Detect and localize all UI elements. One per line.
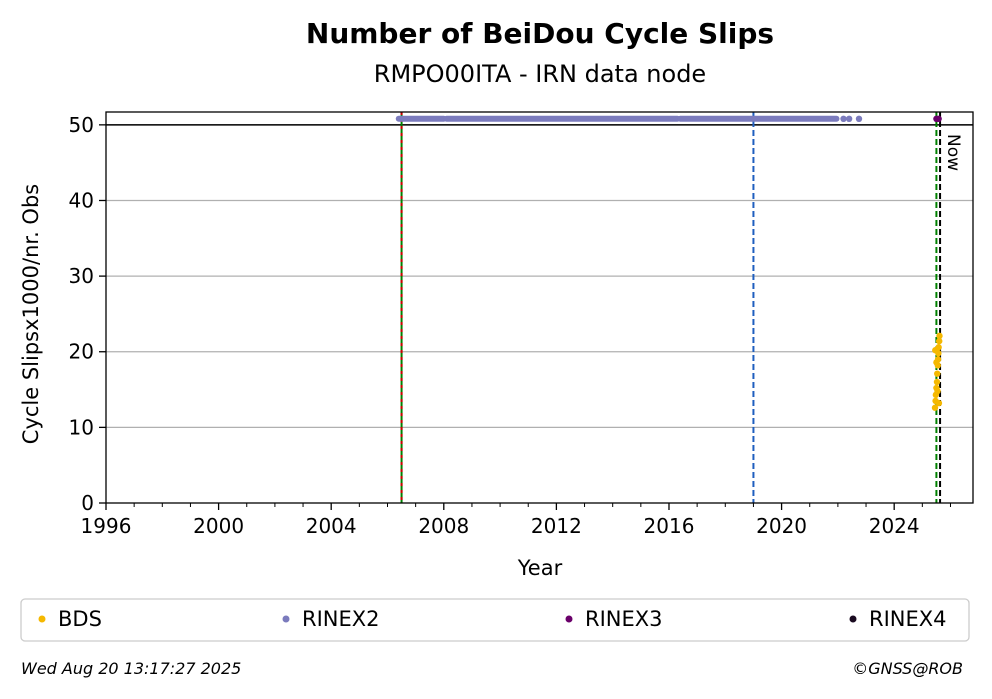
point-bds: [932, 347, 939, 354]
credit: ©GNSS@ROB: [852, 659, 963, 678]
x-tick-label: 2024: [869, 514, 920, 538]
x-tick-label: 2012: [531, 514, 582, 538]
chart-title: Number of BeiDou Cycle Slips: [306, 17, 774, 50]
legend-label-rinex4: RINEX4: [869, 607, 947, 631]
y-axis-label: Cycle Slipsx1000/nr. Obs: [19, 184, 43, 444]
point-bds: [933, 378, 941, 386]
y-tick-label: 10: [69, 415, 94, 439]
y-tick-label: 0: [81, 491, 94, 515]
x-tick-label: 1996: [81, 514, 132, 538]
legend-label-rinex2: RINEX2: [302, 607, 380, 631]
legend-label-bds: BDS: [58, 607, 102, 631]
legend: BDS RINEX2 RINEX3 RINEX4: [38, 607, 947, 631]
legend-box: [20, 598, 970, 642]
plot-frame: [105, 111, 974, 504]
grid-layer: [106, 124, 973, 429]
point-bds: [934, 370, 941, 377]
point-rinex2: [845, 115, 853, 123]
y-tick-label: 40: [69, 188, 94, 212]
point-bds: [931, 404, 939, 411]
now-label: Now: [943, 134, 963, 171]
y-tick-label: 50: [69, 113, 94, 137]
x-tick-label: 2000: [193, 514, 244, 538]
x-tick-label: 2008: [418, 514, 469, 538]
x-tick-label: 2004: [306, 514, 357, 538]
point-bds: [936, 332, 943, 340]
legend-label-rinex3: RINEX3: [585, 607, 663, 631]
point-rinex3: [935, 115, 942, 123]
x-axis-label: Year: [517, 556, 563, 580]
legend-marker-rinex4: [849, 615, 857, 623]
y-tick-label: 30: [69, 264, 94, 288]
timestamp: Wed Aug 20 13:17:27 2025: [21, 659, 241, 678]
legend-marker-rinex3: [565, 615, 573, 623]
point-bds: [936, 337, 943, 345]
point-bds: [935, 399, 943, 407]
point-bds: [933, 359, 940, 366]
x-ticks: 1996 2000 2004 2008 2012 2016 2020 2024: [81, 503, 951, 538]
series-layer: [395, 115, 943, 411]
point-rinex2: [840, 115, 847, 123]
chart-subtitle: RMPO00ITA - IRN data node: [374, 60, 706, 88]
y-ticks: 0 10 20 30 40 50: [69, 113, 106, 515]
y-tick-label: 20: [69, 340, 94, 364]
x-tick-label: 2016: [644, 514, 695, 538]
x-tick-label: 2020: [756, 514, 807, 538]
point-rinex2: [855, 115, 863, 123]
legend-marker-rinex2: [282, 615, 290, 623]
legend-marker-bds: [38, 615, 46, 623]
point-bds: [934, 387, 941, 395]
vline-layer: [400, 112, 942, 503]
